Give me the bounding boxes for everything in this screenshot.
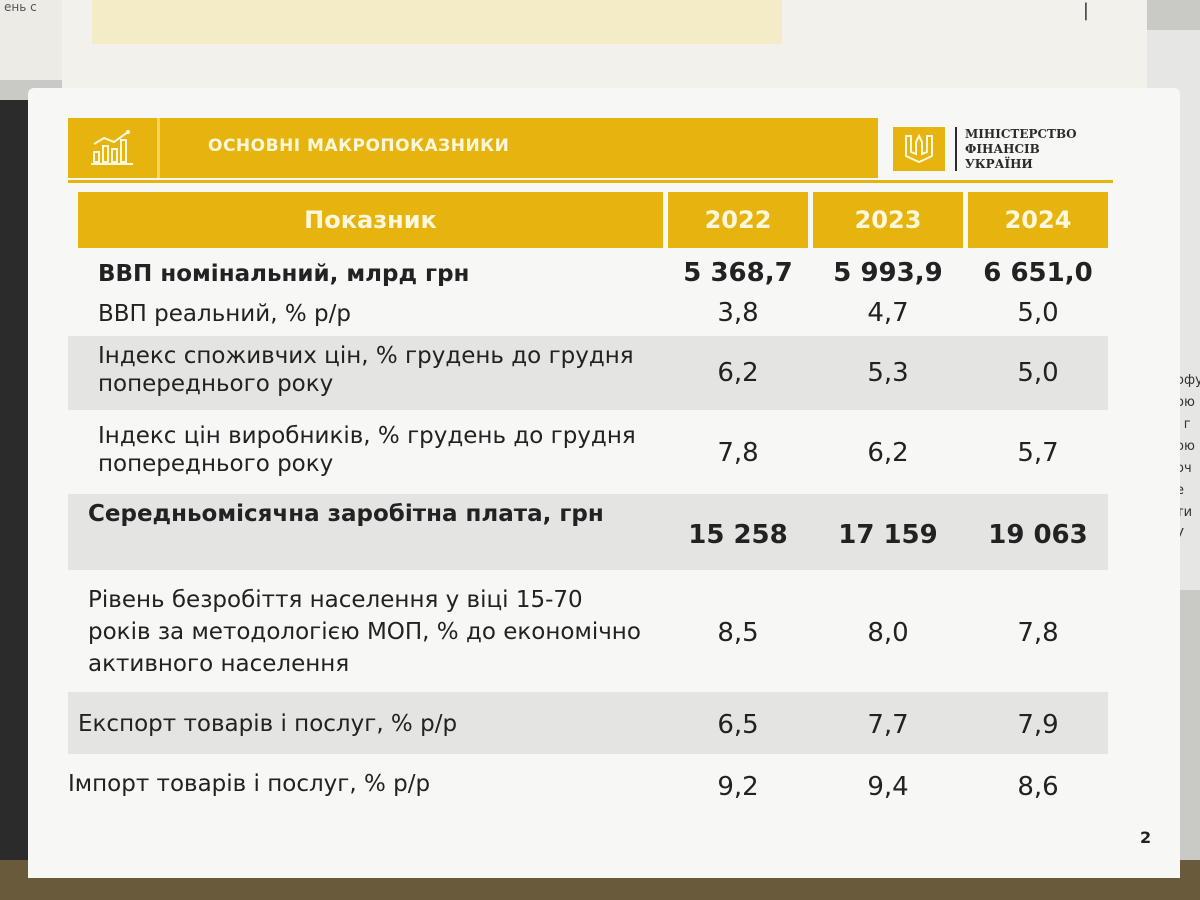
value-2023: 9,4 — [867, 772, 909, 802]
table-row: ВВП реальний, % р/р 3,8 4,7 5,0 — [68, 292, 1108, 332]
column-header-2024: 2024 — [968, 192, 1108, 248]
table-row: Індекс споживчих цін, % грудень до грудн… — [68, 332, 1108, 410]
previous-page-strip — [92, 0, 782, 44]
ministry-name: МІНІСТЕРСТВО ФІНАНСІВ УКРАЇНИ — [965, 127, 1077, 172]
table-row: Експорт товарів і послуг, % р/р 6,5 7,7 … — [68, 692, 1108, 754]
ministry-name-line: МІНІСТЕРСТВО — [965, 126, 1077, 141]
row-label: Рівень безробіття населення у віці 15-70… — [88, 587, 641, 677]
chart-growth-icon — [68, 118, 160, 178]
row-label: ВВП реальний, % р/р — [98, 301, 351, 327]
previous-page-marker: | — [1082, 0, 1089, 21]
row-label: Індекс споживчих цін, % грудень до грудн… — [98, 343, 634, 397]
row-label: Середньомісячна заробітна плата, грн — [88, 501, 604, 527]
header-underline — [68, 180, 1113, 183]
background-right-line: е — [1176, 483, 1184, 498]
value-2023: 6,2 — [867, 438, 909, 468]
value-2024: 5,7 — [1017, 438, 1059, 468]
trident-emblem-icon — [893, 127, 945, 171]
header-band: ОСНОВНІ МАКРОПОКАЗНИКИ — [68, 118, 878, 178]
section-title: ОСНОВНІ МАКРОПОКАЗНИКИ — [208, 136, 510, 156]
ministry-name-line: УКРАЇНИ — [965, 156, 1033, 171]
table-header: Показник 2022 2023 2024 — [68, 188, 1108, 248]
table-row: ВВП номінальний, млрд грн 5 368,7 5 993,… — [68, 248, 1108, 292]
column-header-2023: 2023 — [813, 192, 963, 248]
row-label: ВВП номінальний, млрд грн — [98, 261, 470, 287]
row-shading — [68, 692, 1108, 754]
ministry-name-line: ФІНАНСІВ — [965, 141, 1040, 156]
value-2024: 5,0 — [1017, 358, 1059, 388]
background-right-line: ою — [1176, 395, 1195, 410]
row-label: Експорт товарів і послуг, % р/р — [78, 711, 458, 737]
value-2022: 6,2 — [717, 358, 759, 388]
row-shading — [68, 494, 1108, 570]
macro-indicators-table: Показник 2022 2023 2024 ВВП номінальний,… — [68, 188, 1108, 818]
table-row: Індекс цін виробників, % грудень до груд… — [68, 410, 1108, 490]
value-2024: 7,9 — [1017, 710, 1059, 740]
ministry-logo: МІНІСТЕРСТВО ФІНАНСІВ УКРАЇНИ — [893, 122, 1123, 176]
row-label: Імпорт товарів і послуг, % р/р — [68, 771, 431, 797]
value-2024: 19 063 — [988, 520, 1088, 550]
background-right-line: ою — [1176, 439, 1195, 454]
value-2023: 17 159 — [838, 520, 938, 550]
value-2022: 15 258 — [688, 520, 788, 550]
row-shading — [68, 336, 1108, 410]
value-2022: 5 368,7 — [683, 258, 793, 288]
value-2024: 8,6 — [1017, 772, 1059, 802]
table-row: Імпорт товарів і послуг, % р/р 9,2 9,4 8… — [68, 754, 1108, 818]
column-header-indicator: Показник — [78, 192, 663, 248]
ministry-divider — [955, 127, 957, 171]
value-2024: 6 651,0 — [983, 258, 1093, 288]
value-2023: 7,7 — [867, 710, 909, 740]
background-right-line: офу — [1176, 373, 1200, 388]
column-header-2022: 2022 — [668, 192, 808, 248]
booklet-page: ОСНОВНІ МАКРОПОКАЗНИКИ МІНІСТЕРСТВО ФІНА… — [28, 88, 1180, 878]
value-2022: 6,5 — [717, 710, 759, 740]
row-label: Індекс цін виробників, % грудень до груд… — [98, 423, 636, 477]
previous-page: | — [62, 0, 1147, 100]
value-2022: 8,5 — [717, 618, 759, 648]
section-header: ОСНОВНІ МАКРОПОКАЗНИКИ МІНІСТЕРСТВО ФІНА… — [68, 118, 1113, 183]
value-2023: 5,3 — [867, 358, 909, 388]
value-2024: 7,8 — [1017, 618, 1059, 648]
table-row: Середньомісячна заробітна плата, грн 15 … — [68, 490, 1108, 570]
value-2023: 4,7 — [867, 298, 909, 328]
value-2023: 8,0 — [867, 618, 909, 648]
table-row: Рівень безробіття населення у віці 15-70… — [68, 570, 1108, 692]
value-2022: 3,8 — [717, 298, 759, 328]
value-2024: 5,0 — [1017, 298, 1059, 328]
background-text: ень с — [4, 0, 37, 14]
value-2022: 7,8 — [717, 438, 759, 468]
value-2022: 9,2 — [717, 772, 759, 802]
background-right-line: ти — [1176, 505, 1193, 520]
page-number: 2 — [1140, 828, 1152, 847]
value-2023: 5 993,9 — [833, 258, 943, 288]
